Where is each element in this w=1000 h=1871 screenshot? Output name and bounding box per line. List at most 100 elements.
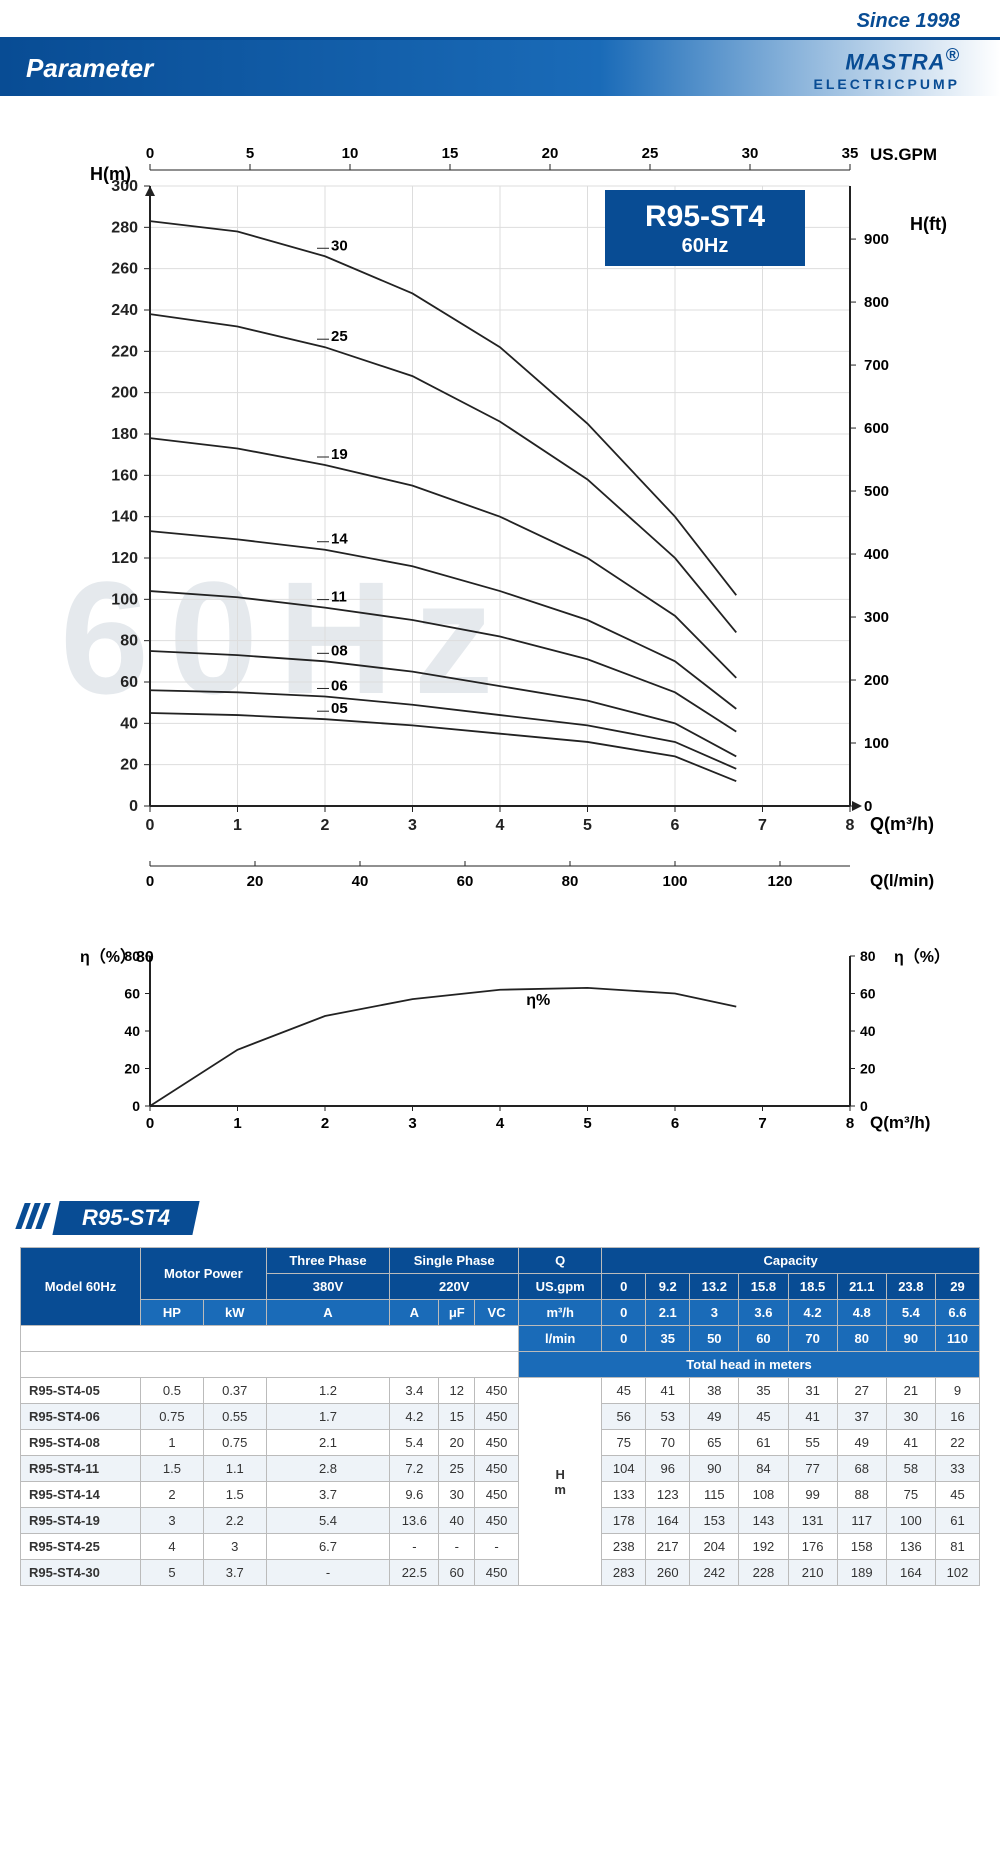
cell: 13.6	[390, 1508, 439, 1534]
svg-text:900: 900	[864, 231, 889, 248]
cell: 3.4	[390, 1378, 439, 1404]
svg-text:700: 700	[864, 357, 889, 374]
cell: 6.7	[266, 1534, 390, 1560]
cell: 61	[935, 1508, 979, 1534]
svg-text:19: 19	[331, 446, 348, 463]
svg-text:R95-ST4: R95-ST4	[645, 200, 765, 233]
svg-text:20: 20	[124, 1061, 140, 1077]
svg-text:40: 40	[124, 1023, 140, 1039]
cell: 176	[788, 1534, 837, 1560]
cell: 41	[646, 1378, 690, 1404]
cell: 450	[475, 1508, 519, 1534]
hcell: 29	[935, 1274, 979, 1300]
header-banner: Parameter MASTRA® ELECTRICPUMP	[0, 40, 1000, 96]
cell: 2.2	[203, 1508, 266, 1534]
table-row: R95-ST4-1932.25.413.64045017816415314313…	[21, 1508, 980, 1534]
cell: 210	[788, 1560, 837, 1586]
cell: 242	[690, 1560, 739, 1586]
svg-text:35: 35	[842, 145, 859, 162]
cell: 56	[602, 1404, 646, 1430]
cell: 1	[141, 1430, 204, 1456]
cell: -	[266, 1560, 390, 1586]
hcell: 0	[602, 1326, 646, 1352]
hcell: 6.6	[935, 1300, 979, 1326]
cell: R95-ST4-14	[21, 1482, 141, 1508]
svg-text:60: 60	[120, 674, 138, 691]
cell: 22.5	[390, 1560, 439, 1586]
hcell: 4.8	[837, 1300, 886, 1326]
svg-text:15: 15	[442, 145, 459, 162]
svg-text:60: 60	[860, 986, 876, 1002]
hcell: Q	[519, 1248, 602, 1274]
hcell: 90	[886, 1326, 935, 1352]
hcell: 35	[646, 1326, 690, 1352]
page-title: Parameter	[26, 53, 153, 84]
svg-text:30: 30	[331, 237, 348, 254]
svg-text:Q(l/min): Q(l/min)	[870, 871, 934, 890]
cell: 0.75	[203, 1430, 266, 1456]
svg-text:1: 1	[233, 817, 242, 834]
hcell: 60	[739, 1326, 788, 1352]
svg-text:100: 100	[662, 873, 687, 890]
svg-text:8: 8	[846, 1115, 854, 1132]
cell: 3	[203, 1534, 266, 1560]
svg-text:6: 6	[671, 1115, 679, 1132]
svg-text:3: 3	[408, 817, 417, 834]
svg-text:Q(m³/h): Q(m³/h)	[870, 1113, 930, 1132]
cell: 90	[690, 1456, 739, 1482]
hcell	[21, 1352, 519, 1378]
svg-text:260: 260	[111, 261, 138, 278]
svg-text:4: 4	[496, 817, 505, 834]
cell: 117	[837, 1508, 886, 1534]
svg-text:100: 100	[864, 735, 889, 752]
cell: 158	[837, 1534, 886, 1560]
chart-zone: 60Hz 01234567802040608010012014016018020…	[0, 96, 1000, 1161]
svg-text:20: 20	[120, 757, 138, 774]
hcell: m³/h	[519, 1300, 602, 1326]
cell: 192	[739, 1534, 788, 1560]
cell: 30	[439, 1482, 475, 1508]
cell: 41	[886, 1430, 935, 1456]
hcell: 9.2	[646, 1274, 690, 1300]
table-row: R95-ST4-1421.53.79.630450133123115108998…	[21, 1482, 980, 1508]
svg-text:Q(m³/h): Q(m³/h)	[870, 814, 934, 834]
hcell: 13.2	[690, 1274, 739, 1300]
cell: 77	[788, 1456, 837, 1482]
tab-label: R95-ST4	[52, 1201, 199, 1235]
cell: 22	[935, 1430, 979, 1456]
hcell: Three Phase	[266, 1248, 390, 1274]
cell: 9	[935, 1378, 979, 1404]
cell: 84	[739, 1456, 788, 1482]
hcell: 110	[935, 1326, 979, 1352]
hcell: Total head in meters	[519, 1352, 980, 1378]
svg-text:0: 0	[146, 145, 154, 162]
cell: 27	[837, 1378, 886, 1404]
svg-text:7: 7	[758, 817, 767, 834]
svg-text:25: 25	[331, 328, 348, 345]
svg-text:8: 8	[846, 817, 855, 834]
cell: 65	[690, 1430, 739, 1456]
cell: -	[475, 1534, 519, 1560]
hcell: 3.6	[739, 1300, 788, 1326]
table-row: R95-ST4-25436.7---2382172041921761581368…	[21, 1534, 980, 1560]
cell: 1.5	[141, 1456, 204, 1482]
cell: 21	[886, 1378, 935, 1404]
svg-text:800: 800	[864, 294, 889, 311]
hcell: 220V	[390, 1274, 519, 1300]
cell: 75	[602, 1430, 646, 1456]
svg-text:220: 220	[111, 343, 138, 360]
svg-text:0: 0	[146, 1115, 154, 1132]
svg-text:20: 20	[542, 145, 559, 162]
cell: 16	[935, 1404, 979, 1430]
hcell: 18.5	[788, 1274, 837, 1300]
cell: 3.7	[203, 1560, 266, 1586]
svg-text:6: 6	[671, 817, 680, 834]
cell: 40	[439, 1508, 475, 1534]
cell: 2.1	[266, 1430, 390, 1456]
cell: 88	[837, 1482, 886, 1508]
hcell: 0	[602, 1274, 646, 1300]
svg-text:2: 2	[321, 1115, 329, 1132]
svg-text:2: 2	[321, 817, 330, 834]
hcell: μF	[439, 1300, 475, 1326]
svg-text:η%: η%	[526, 992, 550, 1009]
